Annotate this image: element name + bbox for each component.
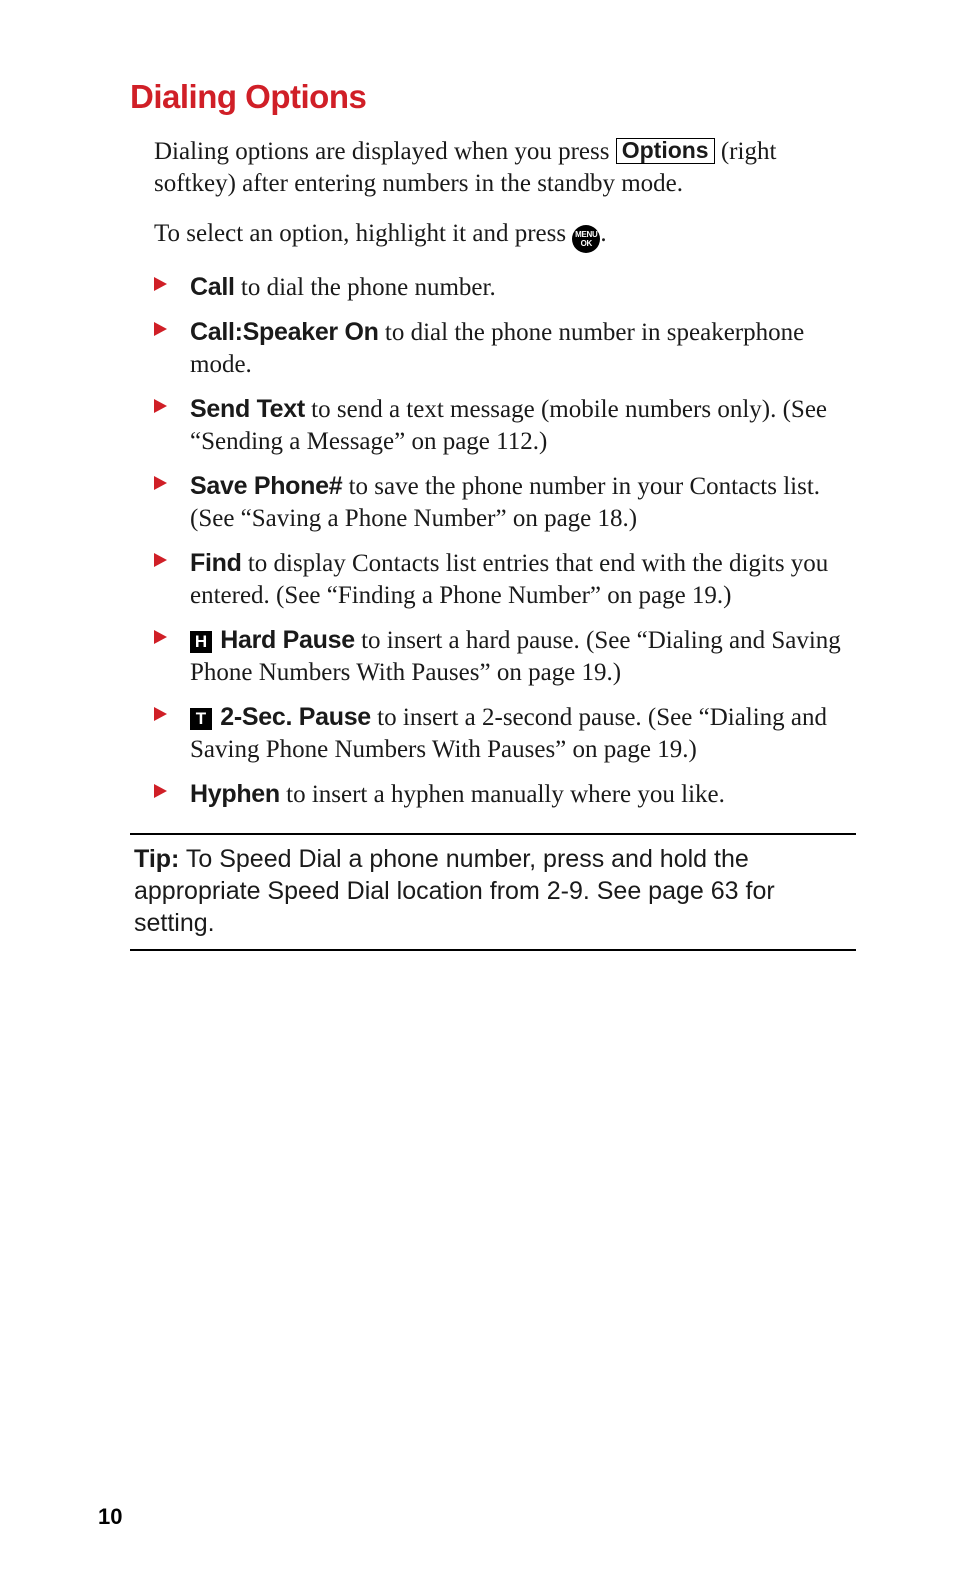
item-text: to insert a hyphen manually where you li… bbox=[280, 781, 725, 808]
list-item: H Hard Pause to insert a hard pause. (Se… bbox=[154, 624, 856, 701]
section-heading: Dialing Options bbox=[130, 78, 856, 116]
para2-pre: To select an option, highlight it and pr… bbox=[154, 220, 572, 247]
list-item: Call:Speaker On to dial the phone number… bbox=[154, 316, 856, 393]
intro-paragraph-1: Dialing options are displayed when you p… bbox=[154, 136, 856, 200]
item-bold: Call bbox=[190, 273, 235, 301]
bullet-arrow-icon bbox=[154, 476, 167, 490]
bullet-arrow-icon bbox=[154, 784, 167, 798]
intro-paragraph-2: To select an option, highlight it and pr… bbox=[154, 218, 856, 253]
list-item: Save Phone# to save the phone number in … bbox=[154, 470, 856, 547]
menu-ok-line1: MENU bbox=[572, 230, 600, 239]
menu-ok-line2: OK bbox=[572, 239, 600, 248]
item-bold: Hyphen bbox=[190, 780, 280, 808]
list-item: Find to display Contacts list entries th… bbox=[154, 547, 856, 624]
tip-body: To Speed Dial a phone number, press and … bbox=[134, 845, 775, 937]
item-bold: Save Phone# bbox=[190, 472, 342, 500]
menu-ok-icon: MENUOK bbox=[572, 225, 600, 253]
item-text: to dial the phone number. bbox=[235, 274, 496, 301]
item-bold: Send Text bbox=[190, 395, 305, 423]
t-box-icon: T bbox=[190, 708, 212, 730]
list-item: Call to dial the phone number. bbox=[154, 271, 856, 316]
list-item: T 2-Sec. Pause to insert a 2-second paus… bbox=[154, 701, 856, 778]
item-bold: Find bbox=[190, 549, 242, 577]
list-item: Send Text to send a text message (mobile… bbox=[154, 393, 856, 470]
page-number: 10 bbox=[98, 1504, 122, 1530]
options-softkey-box: Options bbox=[616, 138, 715, 164]
item-bold: 2-Sec. Pause bbox=[220, 703, 371, 731]
bullet-arrow-icon bbox=[154, 707, 167, 721]
item-text: to display Contacts list entries that en… bbox=[190, 550, 828, 609]
tip-label: Tip: bbox=[134, 845, 179, 873]
page: Dialing Options Dialing options are disp… bbox=[0, 0, 954, 1590]
item-bold: Call:Speaker On bbox=[190, 318, 379, 346]
bullet-arrow-icon bbox=[154, 553, 167, 567]
para1-pre: Dialing options are displayed when you p… bbox=[154, 138, 616, 165]
bullet-arrow-icon bbox=[154, 399, 167, 413]
h-box-icon: H bbox=[190, 631, 212, 653]
bullet-arrow-icon bbox=[154, 277, 167, 291]
para2-post: . bbox=[600, 220, 606, 247]
bullet-arrow-icon bbox=[154, 630, 167, 644]
bullet-arrow-icon bbox=[154, 322, 167, 336]
tip-box: Tip: To Speed Dial a phone number, press… bbox=[130, 833, 856, 951]
options-list: Call to dial the phone number. Call:Spea… bbox=[154, 271, 856, 823]
list-item: Hyphen to insert a hyphen manually where… bbox=[154, 778, 856, 823]
item-bold: Hard Pause bbox=[220, 626, 355, 654]
tip-content: Tip: To Speed Dial a phone number, press… bbox=[134, 843, 852, 939]
